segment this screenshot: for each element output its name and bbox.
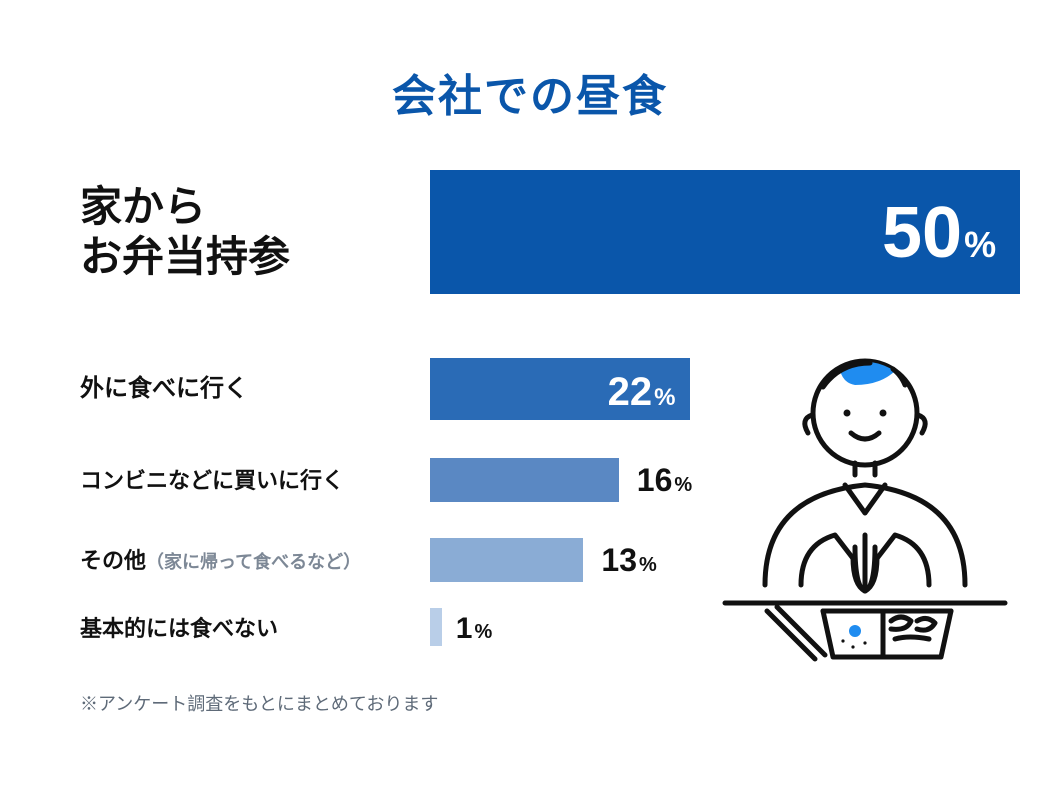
bar-value-number: 50 [882,192,962,274]
bar-fill [430,538,583,582]
bar-label-note: （家に帰って食べるなど） [146,552,361,572]
bar-fill [430,458,619,502]
bar-label-main: コンビニなどに買いに行く [80,468,344,493]
bar-label: 家から お弁当持参 [80,182,290,283]
bar-value-number: 22 [608,370,653,415]
percent-symbol: % [654,384,675,412]
chart-footnote: ※アンケート調査をもとにまとめております [80,690,438,716]
bar-label: その他（家に帰って食べるなど） [80,548,361,574]
bar-label-main: その他 [80,548,146,573]
percent-symbol: % [639,554,657,577]
percent-symbol: % [964,224,996,266]
percent-symbol: % [674,474,692,497]
bar-label: 外に食べに行く [80,375,248,404]
bar-label: 基本的には食べない [80,616,278,642]
bar-fill [430,608,442,646]
percent-symbol: % [474,621,492,644]
bar-value: 16% [637,462,692,499]
bar-value: 50% [882,192,996,274]
bar [430,458,619,502]
bar-value: 22% [608,370,676,415]
bar [430,538,583,582]
bar-label-main: 外に食べに行く [80,375,248,402]
bar [430,608,442,646]
infographic-canvas: 会社での昼食 家から お弁当持参外に食べに行くコンビニなどに買いに行くその他（家… [0,0,1060,800]
bar-value-number: 1 [456,612,473,646]
bar-label-main: 家から お弁当持参 [80,183,290,280]
bar-label-main: 基本的には食べない [80,616,278,641]
bar-label: コンビニなどに買いに行く [80,468,344,494]
chart-title: 会社での昼食 [0,60,1060,124]
person-with-bento-icon [705,335,1025,675]
bar-value: 13% [601,542,656,579]
bar-value-number: 13 [601,542,637,579]
bar-value: 1% [456,612,492,646]
bar-value-number: 16 [637,462,673,499]
